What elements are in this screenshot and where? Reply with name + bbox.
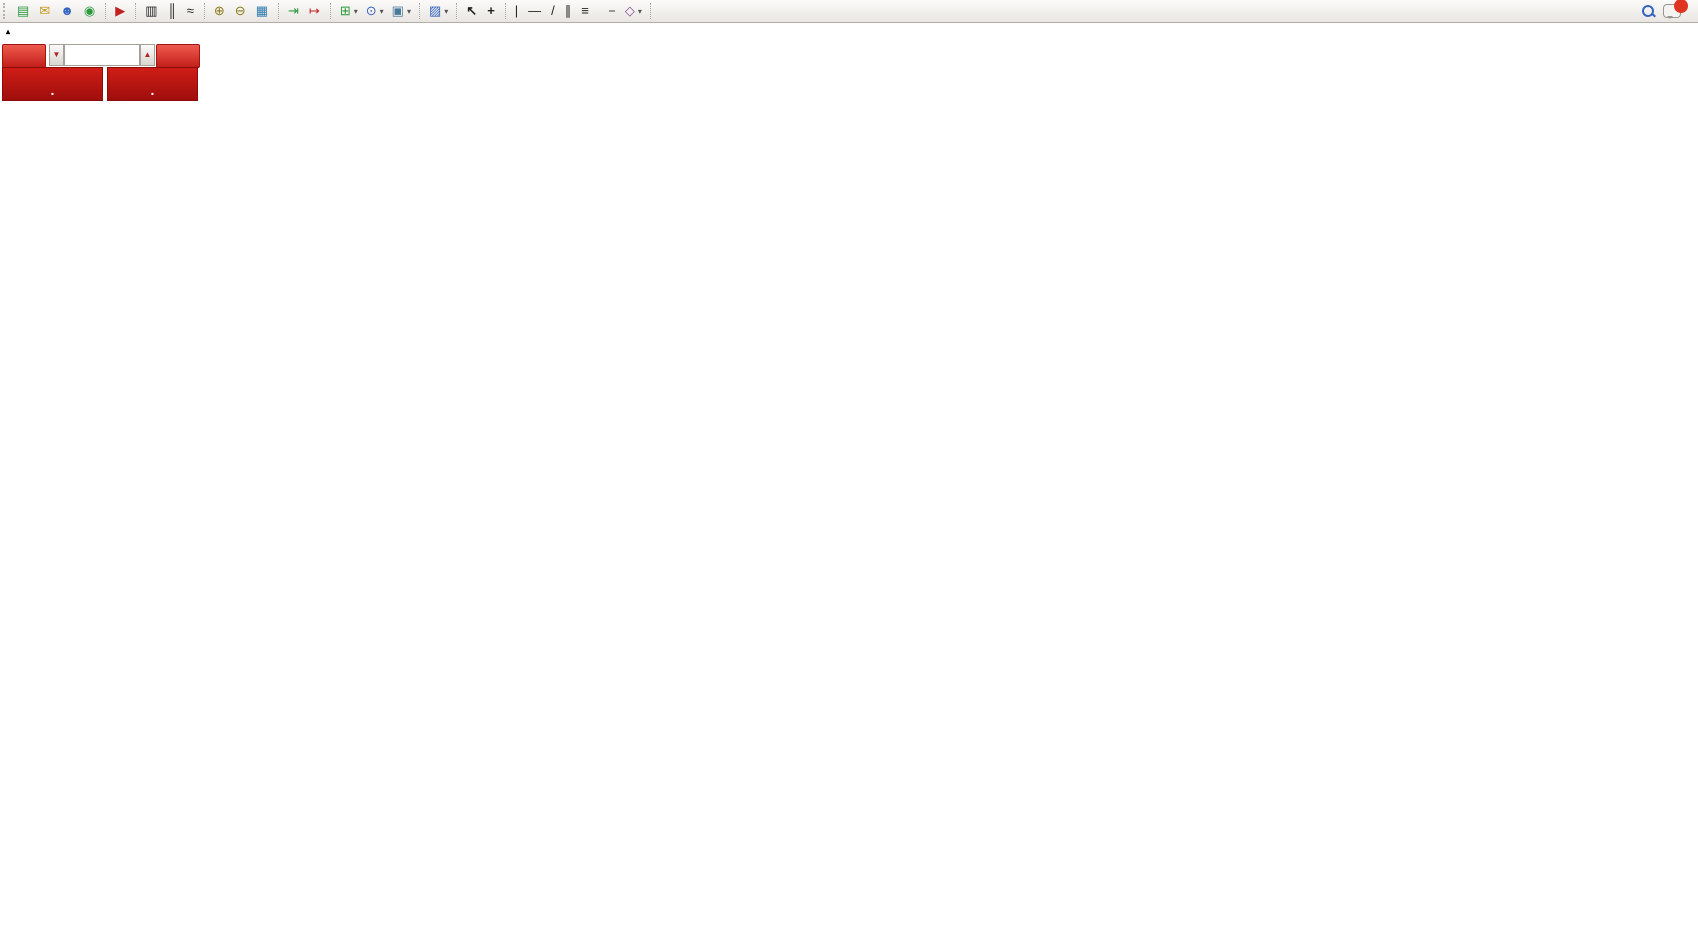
chat-bubble-icon (1663, 0, 1688, 19)
volume-increase-button[interactable]: ▲ (140, 44, 155, 66)
horizontal-line-icon: — (528, 3, 542, 18)
indicator-window-icon: ▨ (428, 3, 442, 18)
line-chart-button[interactable]: ≈ (184, 2, 199, 20)
volume-decrease-button[interactable]: ▼ (49, 44, 64, 66)
auto-scroll-button[interactable]: ↦ (306, 2, 325, 20)
candlestick-icon: ║ (167, 3, 177, 18)
toolbar-separator (135, 3, 137, 19)
candlestick-chart-button[interactable]: ║ (165, 2, 182, 20)
one-click-trading-panel: ▼ ▲ . . (2, 44, 200, 101)
autotrading-button[interactable]: ▶ (112, 2, 130, 20)
toolbar-separator (504, 3, 507, 19)
toolbar-separator (278, 3, 280, 19)
templates-button[interactable]: ▣ ▾ (389, 2, 414, 20)
sell-price-box[interactable]: . (2, 67, 103, 101)
zoom-out-button[interactable]: ⊖ (232, 2, 251, 20)
auto-scroll-icon: ↦ (308, 3, 320, 18)
cursor-tool-button[interactable]: ↖ (463, 2, 482, 20)
toolbar-separator (105, 3, 107, 19)
new-order-button[interactable]: ▤ (14, 2, 34, 20)
notification-badge (1674, 0, 1688, 13)
trendline-icon: / (551, 3, 555, 18)
buy-button[interactable] (156, 44, 200, 68)
bar-chart-icon: ▥ (145, 3, 158, 18)
shapes-icon: ◇ (624, 3, 635, 18)
template-icon: ▣ (391, 3, 404, 18)
fibonacci-icon: ≡ (581, 3, 589, 18)
sell-button[interactable] (2, 44, 46, 68)
notifications-button[interactable] (1660, 0, 1688, 20)
rsi-label (3, 757, 7, 769)
chevron-down-icon: ▾ (637, 6, 642, 16)
label-tool-icon (608, 10, 615, 12)
new-order-icon: ▤ (17, 3, 30, 18)
vertical-line-icon: | (514, 3, 519, 18)
zoom-out-icon: ⊖ (234, 3, 246, 18)
market-watch-button[interactable]: ✉ (36, 2, 55, 20)
toolbar-separator (203, 3, 206, 19)
profile-button[interactable]: ☻ (57, 2, 79, 20)
search-icon (1641, 4, 1655, 18)
crosshair-tool-button[interactable]: + (484, 2, 500, 20)
quote-header: ▴ (6, 25, 40, 37)
cursor-icon: ↖ (466, 3, 478, 18)
buy-price-box[interactable]: . (107, 67, 198, 101)
symbol-marker-icon: ▴ (6, 27, 11, 36)
indicator-window-button[interactable]: ▨ ▾ (426, 2, 451, 20)
channel-tool-button[interactable]: ∥ (562, 2, 577, 20)
crosshair-icon: + (487, 3, 495, 18)
trendline-tool-button[interactable]: / (548, 2, 560, 20)
tile-windows-button[interactable]: ▦ (253, 2, 273, 20)
periods-button[interactable]: ⊙ ▾ (363, 2, 387, 20)
signal-icon: ◉ (83, 3, 96, 18)
volume-input[interactable] (64, 44, 140, 66)
bar-chart-button[interactable]: ▥ (142, 2, 162, 20)
chevron-down-icon: ▾ (444, 6, 449, 16)
clock-icon: ⊙ (365, 3, 377, 18)
toolbar-grip[interactable] (3, 3, 10, 19)
macd-label (3, 599, 11, 611)
chevron-down-icon: ▾ (379, 6, 384, 16)
label-tool-button[interactable] (606, 2, 620, 20)
toolbar-separator (649, 3, 652, 19)
chart-shift-icon: ⇥ (288, 3, 299, 18)
signals-button[interactable]: ◉ (81, 2, 100, 20)
channel-icon: ∥ (564, 3, 572, 18)
new-chart-button[interactable]: ⊞ ▾ (337, 2, 361, 20)
chart-shift-button[interactable]: ⇥ (285, 2, 304, 20)
line-chart-icon: ≈ (186, 3, 194, 18)
fibonacci-tool-button[interactable]: ≡ (578, 2, 594, 20)
autotrading-icon: ▶ (115, 3, 126, 18)
toolbar-separator (418, 3, 421, 19)
search-button[interactable] (1638, 2, 1658, 20)
vertical-line-tool-button[interactable]: | (512, 2, 523, 20)
envelope-icon: ✉ (39, 3, 51, 18)
toolbar-separator (456, 3, 458, 19)
toolbar-separator (329, 3, 332, 19)
new-chart-icon: ⊞ (339, 3, 351, 18)
chevron-down-icon: ▾ (406, 6, 411, 16)
text-tool-button[interactable] (596, 2, 604, 20)
zoom-in-icon: ⊕ (213, 3, 225, 18)
zoom-in-button[interactable]: ⊕ (211, 2, 230, 20)
main-toolbar: ▤ ✉ ☻ ◉ ▶ ▥ ║ ≈ ⊕ ⊖ ▦ ⇥ ↦ ⊞ ▾ ⊙ ▾ ▣ ▾ ▨ ▾ ↖ … (0, 0, 1698, 23)
shapes-tool-button[interactable]: ◇ ▾ (622, 2, 645, 20)
tile-windows-icon: ▦ (255, 3, 268, 18)
horizontal-line-tool-button[interactable]: — (525, 2, 546, 20)
chevron-down-icon: ▾ (353, 6, 358, 16)
person-icon: ☻ (60, 3, 74, 18)
